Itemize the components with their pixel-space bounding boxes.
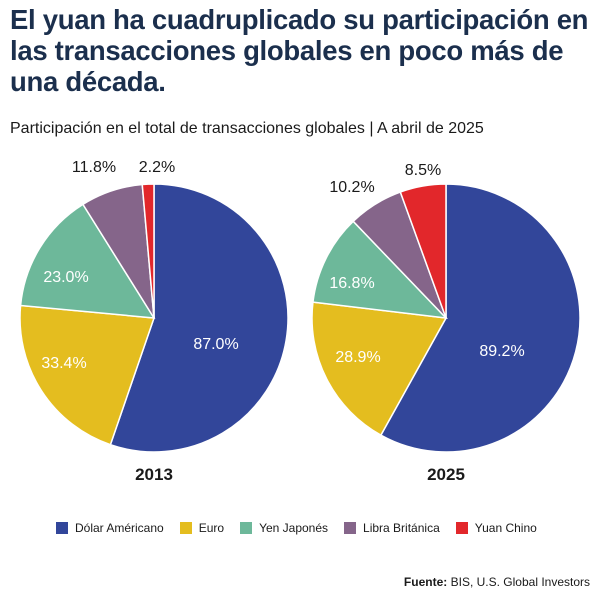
legend-swatch-dolar	[56, 522, 68, 534]
legend-label-yen: Yen Japonés	[259, 521, 329, 535]
data-label-2013-2: 23.0%	[43, 269, 88, 286]
data-label-2025-3: 10.2%	[329, 179, 374, 196]
legend-item-euro: Euro	[179, 521, 225, 535]
data-label-2025-2: 16.8%	[329, 275, 374, 292]
legend-item-libra: Libra Británica	[344, 521, 440, 535]
data-label-2013-3: 11.8%	[72, 159, 116, 176]
legend-label-libra: Libra Británica	[363, 521, 440, 535]
data-label-2013-4: 2.2%	[139, 159, 175, 176]
chart-title: El yuan ha cuadruplicado su participació…	[10, 4, 589, 97]
legend-item-yuan: Yuan Chino	[455, 521, 537, 535]
chart-subtitle: Participación en el total de transaccion…	[10, 120, 484, 137]
legend-label-dolar: Dólar Américano	[75, 521, 164, 535]
legend-swatch-euro	[179, 522, 192, 534]
legend-label-yuan: Yuan Chino	[474, 521, 537, 535]
pie-year-label-2025: 2025	[427, 465, 465, 484]
legend-label-euro: Euro	[198, 521, 225, 535]
data-label-2025-0: 89.2%	[479, 343, 524, 360]
pie-slice-2013-1	[19, 304, 156, 446]
legend-item-yen: Yen Japonés	[240, 521, 328, 535]
pie-year-label-2013: 2013	[135, 465, 173, 484]
source-note: Fuente: BIS, U.S. Global Investors	[404, 575, 590, 589]
legend-swatch-yen	[240, 522, 253, 534]
source-text: BIS, U.S. Global Investors	[450, 575, 590, 589]
pie-slice-2025-4	[399, 183, 447, 319]
source-label: Fuente:	[403, 575, 448, 589]
legend-swatch-libra	[344, 522, 357, 534]
pie-slice-2013-0	[109, 183, 289, 453]
data-label-2013-0: 87.0%	[193, 336, 238, 353]
pie-slice-2013-4	[141, 183, 155, 319]
pie-slice-2013-2	[19, 203, 156, 319]
pie-slice-2025-1	[311, 301, 448, 437]
legend-swatch-yuan	[455, 522, 468, 534]
pie-slice-2025-2	[312, 220, 448, 319]
pie-chart-2013: 87.0% 33.4% 23.0% 11.8% 2.2% 2013	[19, 159, 289, 484]
pie-slice-2025-0	[379, 183, 581, 453]
data-label-2025-1: 28.9%	[335, 349, 380, 366]
pie-chart-2025: 89.2% 28.9% 16.8% 10.2% 8.5% 2025	[311, 162, 581, 484]
data-label-2025-4: 8.5%	[405, 162, 441, 179]
data-label-2013-1: 33.4%	[41, 355, 86, 372]
legend-item-dolar: Dólar Américano	[56, 521, 164, 535]
legend: Dólar Américano Euro Yen Japonés Libra B…	[56, 521, 596, 535]
